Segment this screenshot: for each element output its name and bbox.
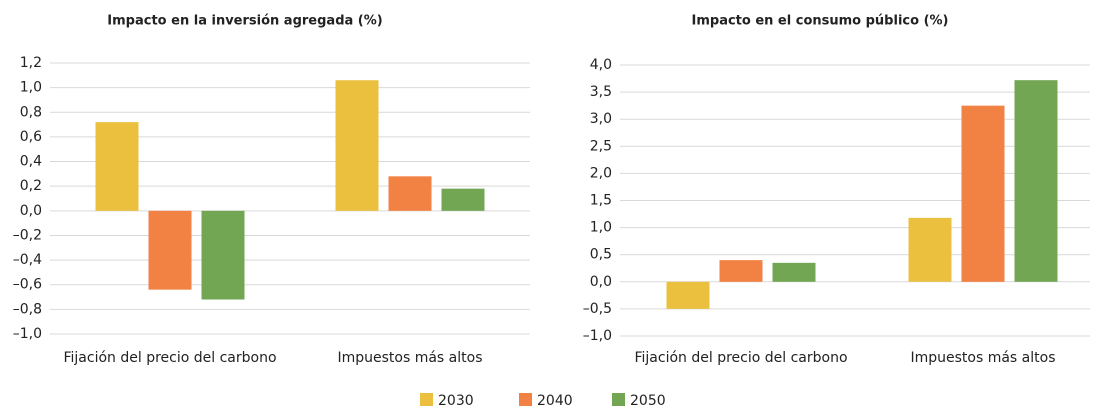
y-tick-label: –0,8 — [13, 301, 42, 317]
bar — [441, 188, 485, 211]
y-tick-label: –1,0 — [13, 326, 42, 342]
chart-title: Impacto en el consumo público (%) — [692, 14, 949, 29]
y-tick-label: 0,2 — [20, 178, 42, 194]
y-tick-label: 0,0 — [590, 274, 612, 290]
bar — [335, 80, 379, 211]
y-tick-label: –0,2 — [13, 227, 42, 243]
bar — [719, 260, 763, 282]
legend-swatch — [612, 393, 625, 406]
bar — [666, 281, 710, 309]
bar — [201, 210, 245, 300]
y-tick-label: –0,4 — [13, 252, 42, 268]
bar — [95, 122, 139, 211]
legend-swatch — [420, 393, 433, 406]
y-tick-label: 3,0 — [590, 111, 612, 127]
y-tick-label: 0,4 — [20, 154, 42, 170]
y-tick-label: 1,2 — [20, 55, 42, 71]
legend-label: 2040 — [537, 393, 573, 409]
y-tick-label: 1,0 — [20, 80, 42, 96]
bar — [961, 105, 1005, 282]
legend-label: 2030 — [438, 393, 474, 409]
x-tick-label: Impuestos más altos — [910, 350, 1055, 366]
x-tick-label: Impuestos más altos — [337, 350, 482, 366]
y-tick-label: 1,5 — [590, 193, 612, 209]
y-tick-label: –1,0 — [583, 328, 612, 344]
chart-title: Impacto en la inversión agregada (%) — [107, 14, 382, 29]
y-tick-label: –0,5 — [583, 301, 612, 317]
bar — [908, 217, 952, 282]
y-tick-label: 0,8 — [20, 104, 42, 120]
y-tick-label: 0,0 — [20, 203, 42, 219]
y-tick-label: –0,6 — [13, 277, 42, 293]
bar — [1014, 80, 1058, 282]
y-tick-label: 1,0 — [590, 220, 612, 236]
bar — [772, 262, 816, 282]
y-tick-label: 0,6 — [20, 129, 42, 145]
y-tick-label: 3,5 — [590, 84, 612, 100]
y-tick-label: 2,5 — [590, 138, 612, 154]
bar — [148, 210, 192, 290]
legend-swatch — [519, 393, 532, 406]
bar — [388, 176, 432, 211]
y-tick-label: 0,5 — [590, 247, 612, 263]
y-tick-label: 2,0 — [590, 165, 612, 181]
x-tick-label: Fijación del precio del carbono — [634, 350, 847, 366]
legend-label: 2050 — [630, 393, 666, 409]
y-tick-label: 4,0 — [590, 57, 612, 73]
x-tick-label: Fijación del precio del carbono — [63, 350, 276, 366]
